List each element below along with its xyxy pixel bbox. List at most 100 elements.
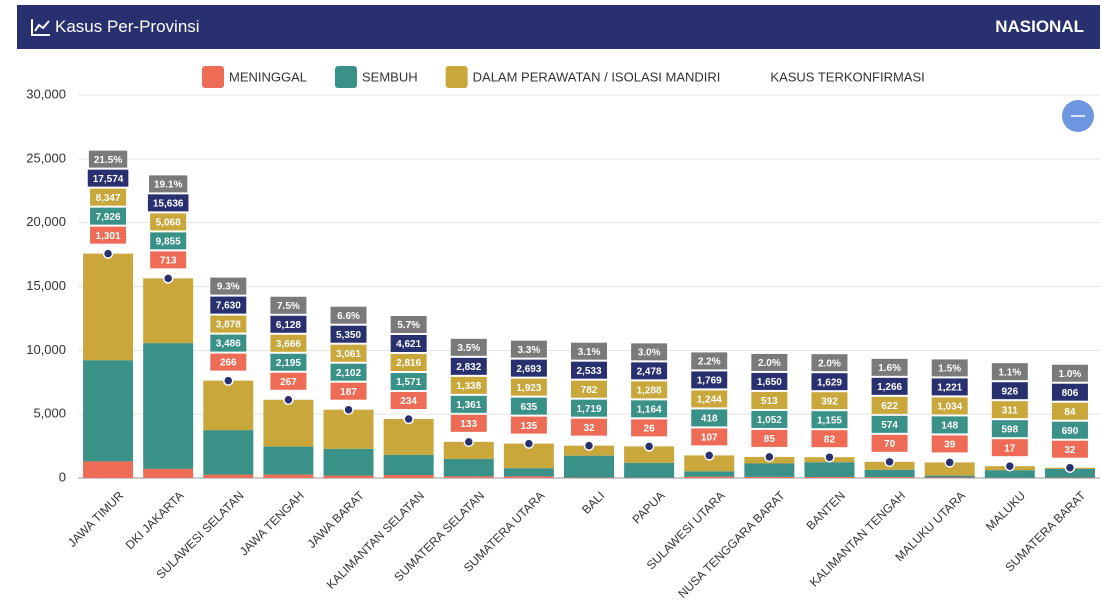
confirmed-dot [1064, 462, 1076, 473]
value-label: 5,350 [330, 325, 367, 343]
legend-item[interactable]: KASUS TERKONFIRMASI [770, 69, 924, 84]
value-label: 1.5% [931, 359, 968, 377]
label-box [751, 353, 788, 371]
value-label: 2,478 [631, 362, 668, 380]
y-tick-label: 5,000 [33, 406, 66, 421]
label-text: 5,068 [156, 218, 181, 229]
bar-segment [864, 477, 915, 478]
label-text: 8,347 [96, 193, 121, 204]
label-text: 1,650 [757, 377, 782, 388]
bar-segment [804, 462, 855, 477]
label-text: 85 [764, 434, 776, 445]
label-box [691, 352, 728, 370]
header-title: Kasus Per-Provinsi [55, 17, 200, 36]
label-box [691, 390, 728, 408]
label-box [210, 315, 247, 333]
legend-item[interactable]: DALAM PERAWATAN / ISOLASI MANDIRI [445, 66, 721, 88]
value-label: 7.5% [270, 296, 307, 314]
label-text: 7,926 [96, 212, 121, 223]
bar-segment [263, 474, 314, 478]
label-box [1051, 421, 1088, 439]
value-label: 690 [1051, 421, 1088, 439]
value-label: 2.0% [751, 353, 788, 371]
label-box [90, 207, 127, 225]
label-text: 311 [1002, 405, 1019, 416]
label-text: 690 [1062, 426, 1079, 437]
confirmed-dot [102, 248, 114, 259]
label-box [330, 325, 367, 343]
label-box [270, 353, 307, 371]
label-box [931, 378, 968, 396]
value-label: 598 [991, 420, 1028, 438]
label-box [210, 277, 247, 295]
label-box [871, 377, 908, 395]
value-label: 8,347 [90, 188, 127, 206]
label-box [571, 380, 607, 398]
label-box [270, 296, 307, 314]
bar-segment [503, 476, 554, 478]
label-box [1051, 440, 1088, 458]
label-box [1051, 402, 1088, 420]
label-text: 806 [1062, 388, 1079, 399]
value-label: 6,128 [270, 315, 307, 333]
value-label: 3,486 [210, 334, 247, 352]
legend-item[interactable]: MENINGGAL [202, 66, 307, 88]
label-text: 4,621 [396, 339, 421, 350]
value-label: 574 [871, 415, 908, 433]
value-label: 1,361 [450, 395, 487, 413]
label-text: 3.5% [457, 343, 480, 354]
label-text: 418 [701, 414, 718, 425]
label-text: 782 [581, 385, 598, 396]
label-box [90, 226, 127, 244]
label-box [270, 372, 307, 390]
bar-segment [143, 343, 194, 469]
label-text: 926 [1001, 386, 1018, 397]
confirmed-dot [463, 436, 475, 448]
value-label: 17,574 [87, 169, 129, 187]
label-box [510, 340, 547, 358]
value-label: 107 [691, 428, 728, 446]
value-label: 7,630 [210, 296, 247, 314]
legend-swatch [445, 66, 468, 88]
legend-item[interactable]: SEMBUH [335, 66, 418, 88]
label-text: 234 [400, 396, 417, 407]
label-text: 135 [521, 421, 538, 432]
label-box [330, 344, 367, 362]
confirmed-dot [583, 440, 595, 451]
bar-segment [143, 468, 194, 478]
value-label: 3.3% [510, 340, 547, 358]
label-box [931, 397, 968, 415]
label-box [1051, 383, 1088, 401]
label-box [210, 353, 247, 371]
bar-segment [263, 399, 314, 447]
label-box [571, 342, 607, 360]
confirmed-dot [523, 438, 535, 449]
bar-segment [864, 469, 915, 478]
value-label: 513 [751, 391, 788, 409]
value-label: 135 [510, 416, 547, 434]
legend-label: SEMBUH [362, 69, 418, 84]
label-box [450, 357, 487, 375]
label-text: 2.0% [758, 358, 781, 369]
label-text: 1,338 [456, 381, 481, 392]
y-tick-label: 15,000 [26, 278, 66, 293]
label-box [210, 296, 247, 314]
value-label: 9.3% [210, 277, 247, 295]
chart-icon [31, 19, 50, 36]
label-text: 3,486 [216, 339, 241, 350]
value-label: 17 [991, 439, 1028, 457]
bar-segment [383, 454, 434, 476]
label-box [631, 400, 668, 418]
label-box [571, 418, 607, 436]
label-box [390, 335, 427, 353]
label-text: 133 [460, 419, 477, 430]
value-label: 2.2% [691, 352, 728, 370]
confirmed-dot [944, 457, 955, 468]
scope-label[interactable]: NASIONAL [995, 17, 1084, 36]
label-box [90, 188, 127, 206]
bar-segment [924, 462, 975, 476]
label-box [871, 434, 908, 452]
label-box [450, 414, 487, 432]
value-label: 3,666 [270, 334, 307, 352]
value-label: 1,288 [631, 381, 668, 399]
